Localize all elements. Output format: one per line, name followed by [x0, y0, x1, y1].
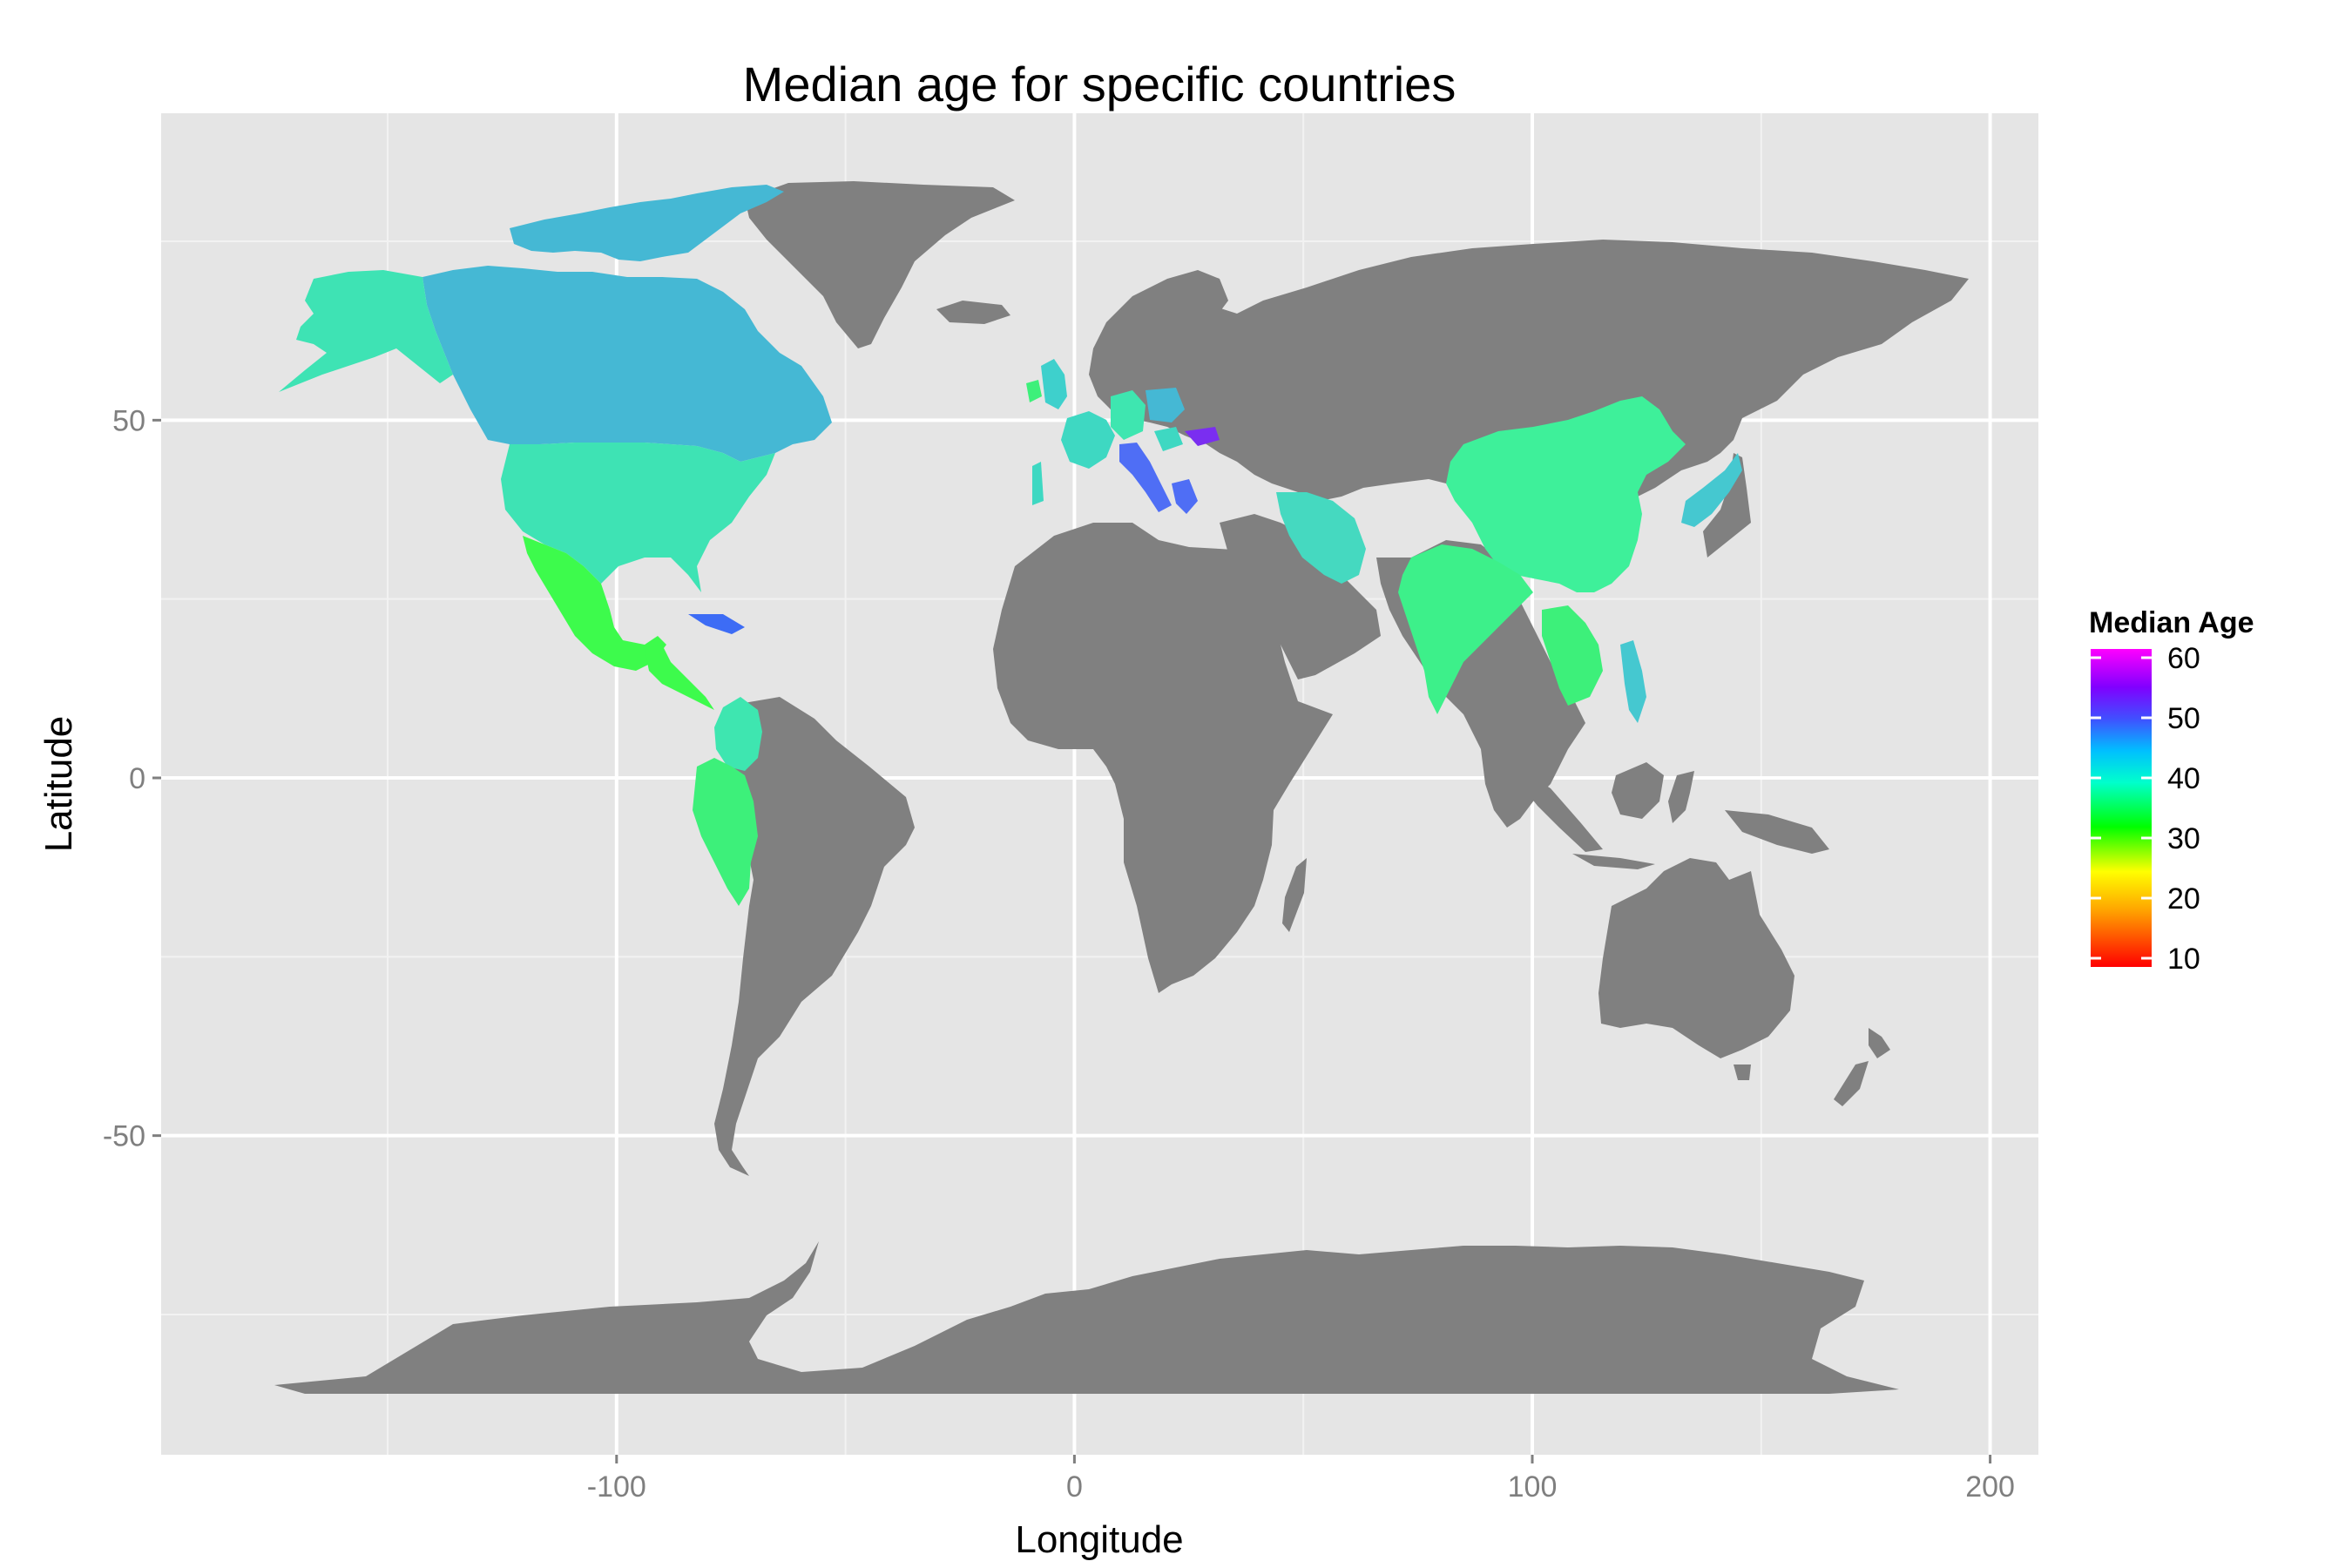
land-india	[1398, 544, 1533, 714]
x-axis: -100 0 100 200	[587, 1455, 2015, 1504]
land-germany	[1111, 390, 1146, 440]
x-tick-label: -100	[587, 1470, 646, 1504]
land-arabia	[1220, 514, 1381, 679]
land-tasmania	[1734, 1064, 1751, 1080]
land-sumatra	[1516, 767, 1603, 852]
land-iran	[1276, 492, 1366, 584]
land-africa	[993, 523, 1333, 993]
legend-tick-label: 10	[2167, 943, 2200, 976]
land-alaska	[279, 270, 453, 392]
legend-tick-label: 30	[2167, 822, 2200, 855]
land-java	[1572, 854, 1655, 869]
land-greece	[1172, 479, 1198, 514]
land-south-america	[710, 697, 915, 1176]
land-poland	[1146, 388, 1185, 422]
land-portugal	[1032, 462, 1044, 505]
land-borneo	[1612, 762, 1664, 819]
land-vietnam	[1542, 605, 1603, 706]
land-ireland	[1026, 380, 1042, 402]
land-layer	[274, 181, 1969, 1394]
x-axis-title: Longitude	[1015, 1518, 1183, 1561]
land-china	[1446, 396, 1686, 592]
land-greenland	[745, 181, 1015, 348]
y-tick-label: 0	[129, 762, 145, 795]
land-japan	[1703, 453, 1751, 558]
land-new-zealand-north	[1869, 1028, 1890, 1058]
legend-tick-label: 20	[2167, 882, 2200, 916]
land-colombia	[714, 697, 762, 771]
legend-tick-label: 60	[2167, 642, 2200, 675]
land-france	[1061, 411, 1115, 469]
land-ukraine	[1185, 427, 1220, 446]
land-iceland	[936, 301, 1010, 324]
land-canada-arctic	[510, 185, 784, 261]
land-italy	[1119, 443, 1172, 512]
land-eurasia	[1089, 240, 1969, 510]
legend-colorbar	[2091, 649, 2152, 967]
x-tick-label: 200	[1965, 1470, 2015, 1504]
legend-title: Median Age	[2089, 606, 2254, 639]
land-new-zealand-south	[1834, 1061, 1869, 1106]
land-peru	[693, 758, 758, 906]
land-antarctica	[274, 1241, 1899, 1394]
legend-tick-label: 50	[2167, 702, 2200, 735]
x-tick-label: 100	[1508, 1470, 1558, 1504]
land-central-america	[645, 645, 714, 710]
land-sulawesi	[1668, 771, 1694, 823]
x-tick-label: 0	[1066, 1470, 1083, 1504]
land-uk	[1041, 359, 1067, 409]
land-scandinavia	[1093, 270, 1228, 383]
chart-title: Median age for specific countries	[743, 57, 1456, 112]
land-usa	[501, 443, 775, 592]
land-madagascar	[1282, 858, 1307, 932]
y-axis: -50 0 50	[103, 404, 161, 1153]
land-hungary	[1154, 427, 1183, 451]
land-japan-main	[1681, 453, 1742, 527]
legend-ticks: 10 20 30 40 50 60	[2091, 642, 2200, 976]
land-mexico	[523, 536, 666, 671]
land-canada	[422, 266, 832, 462]
land-cuba	[688, 614, 745, 634]
land-australia	[1598, 858, 1794, 1058]
y-tick-label: -50	[103, 1120, 145, 1153]
y-axis-title: Latitude	[37, 716, 80, 853]
land-philippines	[1620, 640, 1646, 723]
y-tick-label: 50	[112, 404, 145, 437]
legend-tick-label: 40	[2167, 762, 2200, 795]
legend: Median Age 10 20 30 40 50 60	[2089, 606, 2254, 976]
land-new-guinea	[1725, 810, 1829, 854]
